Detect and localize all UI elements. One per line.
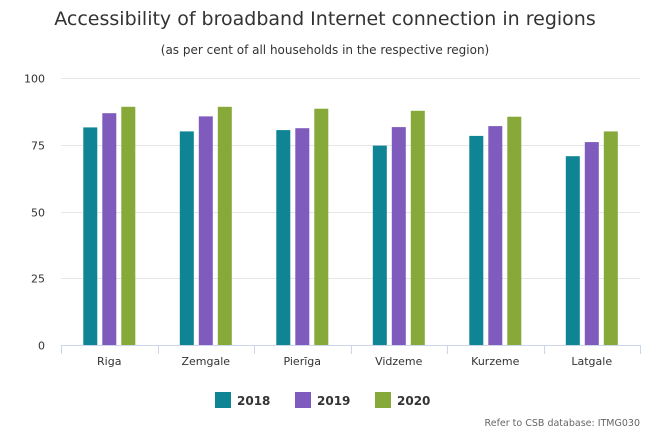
- x-tick-label: Latgale: [571, 355, 612, 368]
- bar-2018-kurzeme[interactable]: [469, 135, 484, 345]
- bar-2020-kurzeme[interactable]: [507, 116, 522, 345]
- y-axis-ticks: 0 25 50 75 100: [24, 73, 45, 353]
- x-tick-label: Kurzeme: [471, 355, 519, 368]
- legend-label: 2020: [397, 394, 430, 408]
- x-tick-label: Zemgale: [181, 355, 230, 368]
- y-tick-label: 75: [31, 140, 45, 153]
- legend-item-2018[interactable]: 2018: [215, 392, 270, 408]
- bar-2020-latgale[interactable]: [603, 131, 618, 345]
- bar-2019-kurzeme[interactable]: [488, 126, 503, 345]
- bar-2019-latgale[interactable]: [584, 142, 599, 345]
- y-tick-label: 50: [31, 207, 45, 220]
- bar-2019-pierīga[interactable]: [295, 128, 310, 345]
- bar-2020-riga[interactable]: [121, 106, 136, 345]
- x-axis: Riga Zemgale Pierīga Vidzeme Kurzeme Latgale: [61, 345, 641, 368]
- legend-label: 2019: [317, 394, 350, 408]
- y-tick-label: 100: [24, 73, 45, 86]
- bars: [83, 106, 618, 346]
- legend-label: 2018: [237, 394, 270, 408]
- y-tick-label: 25: [31, 273, 45, 286]
- x-tick-label: Pierīga: [283, 355, 321, 368]
- bar-2018-pierīga[interactable]: [276, 130, 291, 345]
- chart-title: Accessibility of broadband Internet conn…: [54, 8, 596, 30]
- bar-2018-latgale[interactable]: [565, 156, 580, 345]
- bar-2020-vidzeme[interactable]: [410, 110, 425, 345]
- credit-text[interactable]: Refer to CSB database: ITMG030: [485, 418, 640, 429]
- bar-2020-zemgale[interactable]: [217, 106, 232, 345]
- legend-swatch: [215, 392, 231, 408]
- bar-2018-zemgale[interactable]: [179, 131, 194, 345]
- x-tick-label: Riga: [97, 355, 121, 368]
- bar-2019-vidzeme[interactable]: [391, 127, 406, 345]
- bar-2018-riga[interactable]: [83, 127, 98, 346]
- bar-2019-riga[interactable]: [102, 113, 117, 345]
- legend-item-2020[interactable]: 2020: [375, 392, 430, 408]
- y-tick-label: 0: [38, 340, 45, 353]
- bar-2020-pierīga[interactable]: [314, 108, 329, 345]
- chart-subtitle: (as per cent of all households in the re…: [161, 43, 489, 57]
- legend-swatch: [375, 392, 391, 408]
- bar-2018-vidzeme[interactable]: [372, 145, 387, 345]
- legend: 2018 2019 2020: [215, 392, 430, 408]
- gridlines: [61, 78, 640, 279]
- bar-2019-zemgale[interactable]: [198, 116, 213, 346]
- legend-swatch: [295, 392, 311, 408]
- x-tick-label: Vidzeme: [375, 355, 423, 368]
- legend-item-2019[interactable]: 2019: [295, 392, 350, 408]
